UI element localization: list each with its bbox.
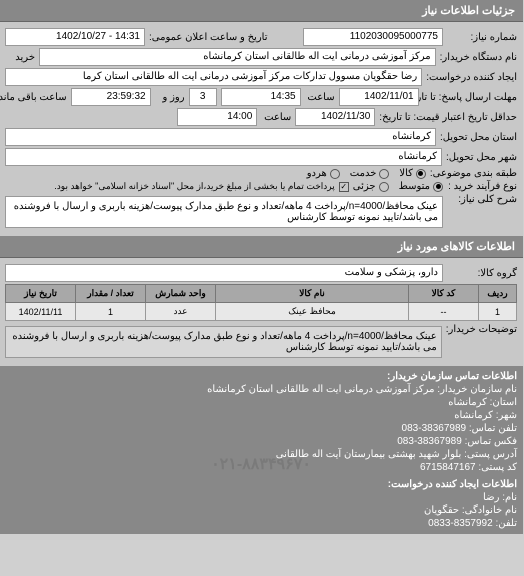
time-label-1: ساعت (306, 92, 336, 103)
qty-opt-a[interactable]: متوسط (400, 181, 444, 192)
qty-opt-b[interactable]: جزئی (354, 181, 390, 192)
days-field: 3 (190, 88, 218, 106)
delivery-state-field: کرمانشاه (6, 128, 437, 146)
creator-phone: 8357992-0833 (429, 518, 494, 529)
contact-org-label: نام سازمان خریدار: (438, 384, 518, 395)
req-no-label: شماره نیاز: (448, 32, 518, 43)
contact-org: مرکز آموزشی درمانی ایت اله طالقانی استان… (208, 384, 435, 395)
contact-city-label: شهر: (497, 410, 518, 421)
col-4: تعداد / مقدار (77, 285, 147, 303)
group-label: گروه کالا: (448, 268, 518, 279)
contact-phone-label: تلفن تماس: (470, 423, 518, 434)
contact-header: اطلاعات تماس سازمان خریدار: (6, 370, 518, 383)
buyer-note-box: عینک محافظ/n=4000/پرداخت 4 ماهه/تعداد و … (6, 326, 443, 358)
creator-phone-label: تلفن: (496, 518, 518, 529)
cell-4: 1 (77, 303, 147, 321)
col-2: نام کالا (217, 285, 410, 303)
requester-field: رضا حقگویان مسوول تدارکات مرکز آموزشی در… (6, 68, 423, 86)
need-desc-box: عینک محافظ/n=4000/پرداخت 4 ماهه/تعداد و … (6, 196, 444, 228)
cell-2: محافظ عینک (217, 303, 410, 321)
col-0: ردیف (480, 285, 518, 303)
page-title: جزئیات اطلاعات نیاز (423, 5, 516, 17)
contact-fax-label: فکس تماس: (466, 436, 518, 447)
delivery-state-label: استان محل تحویل: (441, 132, 518, 143)
cell-0: 1 (480, 303, 518, 321)
remain-label: ساعت باقی مانده (6, 92, 68, 103)
qty-label: نوع فرآیند خرید : (448, 181, 518, 192)
qty-opt-b-label: جزئی (354, 181, 377, 192)
days-label: روز و (156, 92, 186, 103)
creator-lname: حقگویان (425, 505, 460, 516)
col-1: کد کالا (410, 285, 480, 303)
buyer-org-field: مرکز آموزشی درمانی ایت اله طالقانی استان… (40, 48, 437, 66)
col-5: تاریخ نیاز (7, 285, 77, 303)
contact-state-label: استان: (491, 397, 518, 408)
req-no-field: 1102030095000775 (304, 28, 444, 46)
pay-checkbox[interactable] (340, 182, 350, 192)
deadline-label: مهلت ارسال پاسخ: تا تاریخ: (424, 92, 518, 103)
budget-opt-c-label: هردو (308, 168, 328, 179)
col-3: واحد شمارش (147, 285, 217, 303)
page-header: جزئیات اطلاعات نیاز (0, 0, 524, 22)
goods-header: اطلاعات کالاهای مورد نیاز (0, 236, 524, 258)
contact-city: کرمانشاه (455, 410, 494, 421)
contact-state: کرمانشاه (449, 397, 488, 408)
credit-label: حداقل تاریخ اعتبار قیمت: تا تاریخ: (380, 112, 518, 123)
cell-3: عدد (147, 303, 217, 321)
budget-opt-b[interactable]: خدمت (351, 168, 391, 179)
qty-opt-a-label: متوسط (400, 181, 431, 192)
qty-radio-group: متوسط جزئی (354, 181, 444, 192)
contact-code: 6715847167 (421, 462, 477, 473)
group-field: دارو، پزشکی و سلامت (6, 264, 444, 282)
goods-table: ردیف کد کالا نام کالا واحد شمارش تعداد /… (6, 284, 518, 321)
table-header-row: ردیف کد کالا نام کالا واحد شمارش تعداد /… (7, 285, 518, 303)
radio-icon (434, 182, 444, 192)
pay-note: پرداخت تمام یا بخشی از مبلغ خرید،از محل … (55, 181, 335, 192)
status-label: خرید (6, 52, 36, 63)
budget-opt-a-label: کالا (400, 168, 414, 179)
radio-icon (417, 169, 427, 179)
cell-1: -- (410, 303, 480, 321)
contact-code-label: کد پستی: (479, 462, 518, 473)
deadline-time-field: 14:35 (222, 88, 302, 106)
cell-5: 1402/11/11 (7, 303, 77, 321)
contact-addr-label: آدرس پستی: (465, 449, 518, 460)
contact-phone: 38367989-083 (403, 423, 468, 434)
radio-icon (380, 169, 390, 179)
buyer-note-label: توضیحات خریدار: (447, 324, 518, 335)
buyer-org-label: نام دستگاه خریدار: (441, 52, 518, 63)
budget-opt-c[interactable]: هردو (308, 168, 341, 179)
creator-header: اطلاعات ایجاد کننده درخواست: (6, 478, 518, 491)
pub-time-label: تاریخ و ساعت اعلان عمومی: (150, 32, 269, 43)
credit-time-field: 14:00 (178, 108, 258, 126)
creator-lname-label: نام خانوادگی: (463, 505, 518, 516)
budget-opt-a[interactable]: کالا (400, 168, 427, 179)
contact-fax: 38367989-083 (398, 436, 463, 447)
budget-label: طبقه بندی موضوعی: (431, 168, 518, 179)
need-desc-label: شرح کلی نیاز: (448, 194, 518, 205)
pub-time-field: 14:31 - 1402/10/27 (6, 28, 146, 46)
delivery-city-field: کرمانشاه (6, 148, 443, 166)
budget-opt-b-label: خدمت (351, 168, 378, 179)
requester-label: ایجاد کننده درخواست: (427, 72, 518, 83)
credit-date-field: 1402/11/30 (296, 108, 376, 126)
deadline-date-field: 1402/11/01 (340, 88, 420, 106)
creator-name: رضا (484, 492, 500, 503)
table-row: 1 -- محافظ عینک عدد 1 1402/11/11 (7, 303, 518, 321)
radio-icon (331, 169, 341, 179)
creator-name-label: نام: (503, 492, 518, 503)
radio-icon (380, 182, 390, 192)
time-label-2: ساعت (262, 112, 292, 123)
remain-time-field: 23:59:32 (72, 88, 152, 106)
contact-addr: بلوار شهید بهشتی بیمارستان آیت اله طالقا… (277, 449, 463, 460)
delivery-city-label: شهر محل تحویل: (447, 152, 518, 163)
budget-radio-group: کالا خدمت هردو (308, 168, 427, 179)
